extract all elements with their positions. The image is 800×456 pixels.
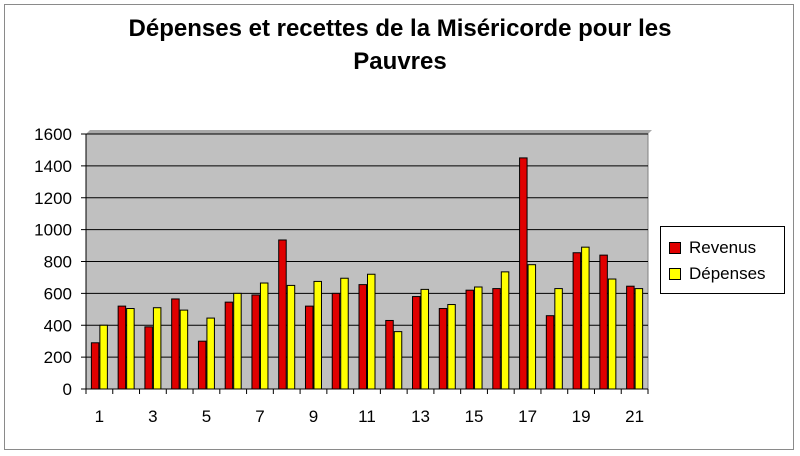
bar-dpenses-6 (233, 292, 242, 390)
x-tick-label: 17 (518, 407, 537, 426)
bar-dpenses-3 (152, 307, 162, 390)
y-tick-label: 1600 (34, 125, 72, 144)
bar-dpenses-16 (500, 271, 510, 390)
bar-revenus-3 (144, 326, 153, 390)
x-tick-label: 13 (411, 407, 430, 426)
bar-revenus-5 (197, 340, 207, 390)
bar-revenus-12 (385, 319, 394, 390)
bar-dpenses-20 (607, 278, 617, 390)
legend: Revenus Dépenses (660, 226, 785, 294)
bar-dpenses-14 (447, 304, 456, 390)
bar-dpenses-2 (126, 308, 135, 390)
bar-dpenses-13 (420, 288, 430, 390)
bar-revenus-14 (438, 308, 448, 390)
bar-dpenses-17 (527, 264, 537, 390)
bar-revenus-11 (358, 284, 367, 390)
y-tick-label: 1400 (34, 157, 72, 176)
bar-revenus-19 (572, 252, 582, 390)
chart-title: Dépenses et recettes de la Miséricorde p… (0, 12, 800, 78)
bar-dpenses-9 (313, 280, 322, 390)
y-tick-label: 200 (44, 348, 72, 367)
bar-revenus-8 (278, 239, 287, 390)
bar-revenus-13 (412, 296, 421, 390)
legend-label-depenses: Dépenses (689, 264, 766, 283)
bar-dpenses-1 (99, 324, 108, 390)
bar-revenus-16 (492, 288, 501, 390)
x-tick-label: 15 (465, 407, 484, 426)
bar-revenus-20 (599, 254, 608, 390)
y-tick-label: 0 (63, 380, 72, 399)
y-tick-label: 600 (44, 284, 72, 303)
bar-dpenses-21 (634, 288, 644, 390)
x-tick-label: 19 (572, 407, 591, 426)
x-tick-label: 11 (358, 407, 376, 426)
bar-dpenses-4 (179, 309, 189, 390)
legend-item-depenses: Dépenses (669, 263, 766, 285)
legend-label-revenus: Revenus (689, 238, 757, 257)
legend-item-revenus: Revenus (669, 237, 756, 259)
bar-revenus-9 (304, 305, 314, 390)
x-tick-label: 9 (309, 407, 318, 426)
y-tick-label: 1200 (34, 189, 72, 208)
x-tick-label: 21 (625, 407, 644, 426)
bar-dpenses-18 (554, 288, 563, 390)
y-tick-label: 1000 (34, 221, 72, 240)
bar-dpenses-15 (474, 286, 483, 390)
bar-dpenses-12 (393, 331, 403, 390)
bar-revenus-2 (117, 305, 127, 390)
bar-revenus-15 (465, 289, 475, 390)
chart-title-line-1: Dépenses et recettes de la Miséricorde p… (128, 15, 672, 42)
bar-dpenses-5 (206, 317, 215, 390)
x-tick-label: 5 (202, 407, 211, 426)
x-tick-label: 3 (148, 407, 157, 426)
bar-revenus-10 (331, 292, 341, 390)
bar-dpenses-7 (259, 282, 269, 390)
bar-revenus-17 (519, 157, 528, 390)
bar-dpenses-11 (367, 273, 376, 390)
plot-top-wall (86, 130, 652, 134)
legend-swatch-revenus (669, 242, 681, 254)
legend-swatch-depenses (669, 268, 681, 280)
bar-dpenses-8 (286, 284, 296, 390)
y-tick-label: 400 (44, 316, 72, 335)
bar-revenus-6 (224, 301, 234, 390)
bar-revenus-18 (545, 315, 555, 390)
x-tick-label: 7 (255, 407, 264, 426)
bar-revenus-7 (251, 294, 260, 390)
bar-revenus-4 (171, 298, 180, 390)
chart-title-line-2: Pauvres (353, 48, 447, 75)
bar-dpenses-10 (340, 277, 349, 390)
bar-dpenses-19 (581, 246, 590, 390)
bar-revenus-21 (626, 285, 635, 390)
bar-revenus-1 (90, 342, 100, 390)
y-tick-label: 800 (44, 253, 72, 272)
x-tick-label: 1 (95, 407, 104, 426)
